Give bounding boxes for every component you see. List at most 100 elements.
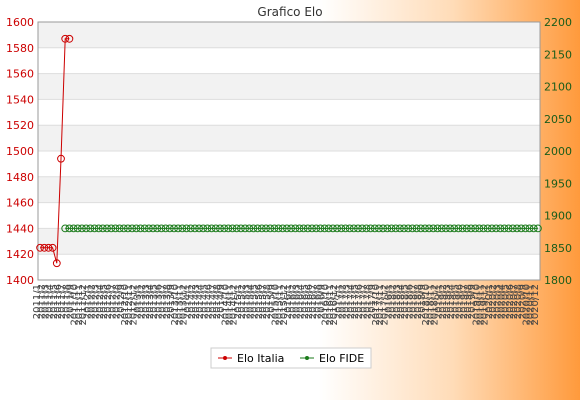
x-tick-label: 2016/12 (329, 284, 340, 326)
data-point (73, 224, 82, 233)
x-tick-label: 2016/11 (325, 284, 336, 326)
x-tick-label: 2014/1 (183, 284, 194, 319)
grid-band (38, 151, 540, 177)
x-tick-label: 2017/1 (333, 284, 344, 319)
data-point (140, 224, 149, 233)
x-axis: 2011/12011/22011/32011/42011/52011/62011… (32, 284, 541, 326)
data-point (492, 224, 501, 233)
data-point (266, 224, 275, 233)
y-left-tick-label: 1600 (6, 16, 34, 29)
x-tick-label: 2018/5 (400, 284, 411, 319)
data-point (312, 224, 321, 233)
data-point (245, 224, 254, 233)
x-tick-label: 2011/10 (70, 284, 81, 326)
legend: Elo Italia Elo FIDE (210, 347, 372, 369)
x-tick-label: 2017/8 (363, 284, 374, 319)
data-point (479, 224, 488, 233)
data-point (149, 224, 157, 233)
data-point (404, 224, 413, 233)
data-point (124, 224, 132, 233)
data-point (433, 224, 442, 233)
x-tick-label: 2017/5 (350, 284, 361, 319)
data-point (488, 224, 496, 233)
x-tick-label: 2014/2 (187, 284, 198, 319)
x-tick-label: 2020/11 (526, 284, 537, 326)
y-left-tick-label: 1460 (6, 197, 34, 210)
series-elo-fide (61, 224, 542, 233)
x-tick-label: 2014/8 (212, 284, 223, 319)
x-tick-label: 2014/9 (216, 284, 227, 319)
y-left-tick-label: 1560 (6, 68, 34, 81)
chart-title: Grafico Elo (257, 5, 322, 19)
data-point (228, 224, 237, 233)
data-point (421, 224, 429, 233)
x-tick-label: 2011/11 (74, 284, 85, 326)
data-point (329, 224, 337, 233)
data-point (44, 243, 53, 252)
y-left-tick-label: 1580 (6, 42, 34, 55)
x-tick-label: 2014/6 (204, 284, 215, 319)
data-point (442, 224, 450, 233)
x-tick-label: 2011/7 (57, 284, 68, 319)
x-tick-label: 2011/1 (32, 284, 43, 319)
x-tick-label: 2011/6 (53, 284, 64, 319)
data-point (40, 243, 49, 252)
x-tick-label: 2017/12 (379, 284, 390, 326)
x-tick-label: 2017/4 (346, 284, 357, 319)
data-point (182, 224, 191, 233)
y-left-tick-label: 1400 (6, 274, 34, 287)
y-right-tick-label: 1850 (544, 242, 572, 255)
x-tick-label: 2014/7 (208, 284, 219, 319)
data-point (529, 224, 538, 233)
y-right-tick-label: 1800 (544, 274, 572, 287)
x-tick-label: 2014/12 (229, 284, 240, 326)
data-point (308, 224, 316, 233)
data-point (203, 224, 212, 233)
x-tick-label: 2011/5 (49, 284, 60, 319)
x-tick-label: 2016/9 (317, 284, 328, 319)
x-tick-label: 2020/7 (509, 284, 520, 319)
data-point (224, 224, 233, 233)
data-point (157, 224, 166, 233)
data-point (496, 224, 505, 233)
x-tick-label: 2015/12 (279, 284, 290, 326)
series-group (36, 34, 542, 268)
data-point (320, 224, 329, 233)
legend-item: Elo Italia (218, 352, 284, 365)
x-tick-label: 2017/6 (354, 284, 365, 319)
x-tick-label: 2017/10 (371, 284, 382, 326)
x-tick-label: 2018/11 (425, 284, 436, 326)
x-tick-label: 2013/9 (166, 284, 177, 319)
data-point (483, 224, 492, 233)
x-tick-label: 2016/2 (287, 284, 298, 319)
x-tick-label: 2016/6 (304, 284, 315, 319)
x-tick-label: 2016/8 (312, 284, 323, 319)
x-tick-label: 2018/4 (396, 284, 407, 319)
data-point (136, 224, 145, 233)
data-point (458, 224, 467, 233)
data-point (165, 224, 174, 233)
x-tick-label: 2013/7 (158, 284, 169, 319)
data-point (387, 224, 396, 233)
data-point (412, 224, 421, 233)
data-point (513, 224, 521, 233)
data-point (504, 224, 513, 233)
x-tick-label: 2020/10 (522, 284, 533, 326)
x-tick-label: 2016/4 (296, 284, 307, 319)
x-tick-label: 2017/11 (375, 284, 386, 326)
x-tick-label: 2013/4 (145, 284, 156, 319)
x-tick-label: 2015/5 (250, 284, 261, 319)
x-tick-label: 2017/2 (337, 284, 348, 319)
data-point (170, 224, 178, 233)
data-point (237, 224, 245, 233)
data-point (358, 224, 367, 233)
x-tick-label: 2019/10 (471, 284, 482, 326)
x-tick-label: 2012/6 (103, 284, 114, 319)
plot-area (37, 21, 541, 281)
y-right-tick-label: 2050 (544, 113, 572, 126)
data-point (425, 224, 434, 233)
data-point (278, 224, 287, 233)
data-point (354, 224, 362, 233)
data-point (216, 224, 224, 233)
data-point (115, 224, 124, 233)
